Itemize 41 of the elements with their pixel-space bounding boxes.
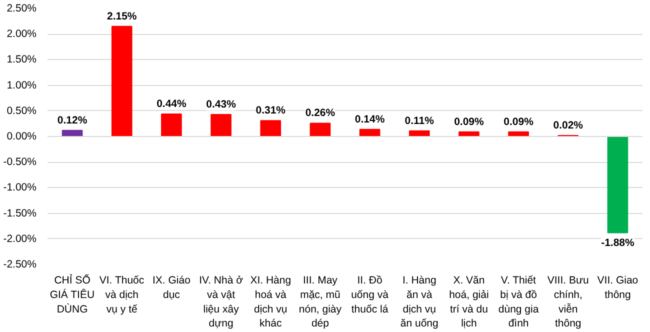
data-label: -1.88% (601, 236, 636, 249)
bar (210, 114, 232, 137)
data-label: 0.09% (454, 116, 485, 128)
x-tick-label: IX. Giáo dục (152, 274, 191, 301)
data-label: 0.09% (504, 116, 534, 128)
x-tick-label: III. May mặc, mũ nón, giày dép (298, 274, 342, 330)
x-tick-label: CHỈ SỐ GIÁ TIÊU DÙNG (50, 274, 95, 316)
x-tick-label: IV. Nhà ở và vật liệu xây dựng (199, 274, 244, 330)
y-tick-label: 0.50% (6, 104, 37, 117)
x-tick-label: VIII. Bưu chính, viễn thông (547, 274, 590, 330)
bar (111, 26, 132, 137)
y-tick-label: 2.00% (6, 28, 37, 40)
data-label: 0.02% (553, 119, 584, 132)
bar (260, 120, 282, 137)
data-label: 0.44% (156, 98, 188, 110)
y-tick-label: -1.00% (3, 182, 37, 194)
y-tick-label: -1.50% (3, 207, 37, 220)
y-tick-label: 0.00% (6, 130, 37, 142)
data-label: 0.26% (305, 107, 336, 120)
x-tick-label: XI. Hàng hoá và dịch vụ khác (250, 274, 292, 330)
x-tick-label: I. Hàng ăn và dịch vụ ăn uống (400, 274, 439, 330)
bar (310, 122, 331, 137)
bar (161, 113, 182, 137)
y-tick-label: -2.00% (3, 232, 37, 245)
data-label: 0.12% (57, 114, 88, 126)
x-tick-label: VII. Giao thông (597, 274, 638, 301)
x-tick-label: V. Thiết bị và đồ dùng gia đình (498, 274, 539, 330)
data-label: 2.15% (106, 10, 138, 22)
data-label: 0.14% (354, 113, 386, 126)
data-label: 0.43% (206, 98, 237, 110)
y-tick-label: 1.00% (6, 79, 37, 92)
y-tick-label: -0.50% (3, 156, 37, 168)
y-tick-label: -2.50% (3, 258, 37, 270)
x-tick-label: X. Văn hoá, giải trí và du lịch (449, 274, 489, 330)
y-tick-label: 2.50% (6, 2, 37, 14)
bar (607, 136, 628, 234)
x-tick-label: II. Đồ uống và thuốc lá (351, 274, 389, 316)
data-label: 0.11% (404, 114, 435, 127)
y-tick-label: 1.50% (6, 54, 37, 66)
data-label: 0.31% (256, 104, 286, 117)
x-tick-label: VI. Thuốc và dịch vụ y tế (99, 274, 144, 316)
